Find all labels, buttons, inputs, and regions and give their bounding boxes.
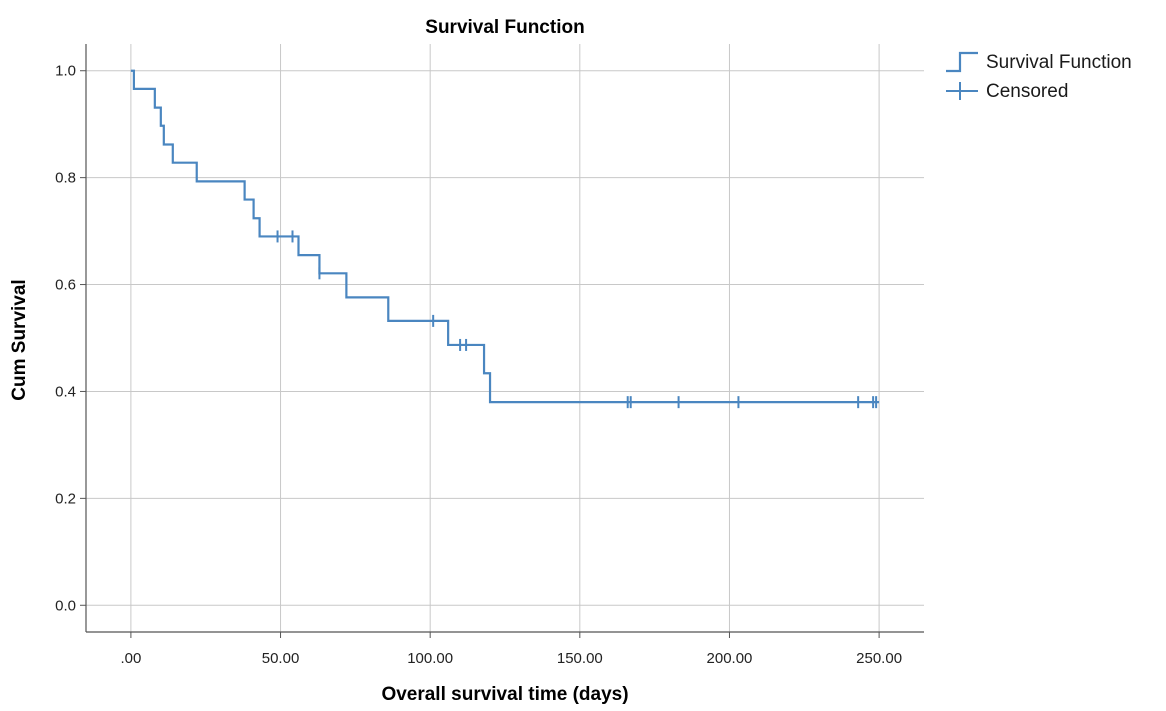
x-tick-labels: .00 50.00 100.00 150.00 200.00 250.00	[120, 650, 902, 667]
series-layer	[130, 69, 880, 409]
x-tick-label: 100.00	[407, 650, 453, 667]
x-tick-label: 200.00	[707, 650, 753, 667]
legend-survival-swatch	[946, 51, 978, 73]
chart-title: Survival Function	[425, 17, 584, 38]
y-tick-labels: 0.0 0.2 0.4 0.6 0.8 1.0	[55, 63, 76, 615]
grid	[86, 44, 924, 632]
x-axis-label: Overall survival time (days)	[381, 684, 628, 705]
legend-survival-label: Survival Function	[986, 52, 1132, 73]
x-tick-label: 150.00	[557, 650, 603, 667]
y-tick-label: 0.0	[55, 597, 76, 614]
x-tick-label: 50.00	[262, 650, 300, 667]
legend: Survival Function Censored	[946, 51, 1132, 102]
legend-censored-label: Censored	[986, 81, 1068, 102]
y-tick-label: 0.6	[55, 277, 76, 294]
y-tick-label: 1.0	[55, 63, 76, 80]
x-tick-label: 250.00	[856, 650, 902, 667]
axes	[80, 44, 924, 638]
y-tick-label: 0.2	[55, 490, 76, 507]
y-tick-label: 0.4	[55, 383, 76, 400]
y-axis-label: Cum Survival	[9, 279, 30, 400]
x-tick-label: .00	[120, 650, 141, 667]
survival-function-line	[130, 69, 880, 404]
y-tick-label: 0.8	[55, 170, 76, 187]
